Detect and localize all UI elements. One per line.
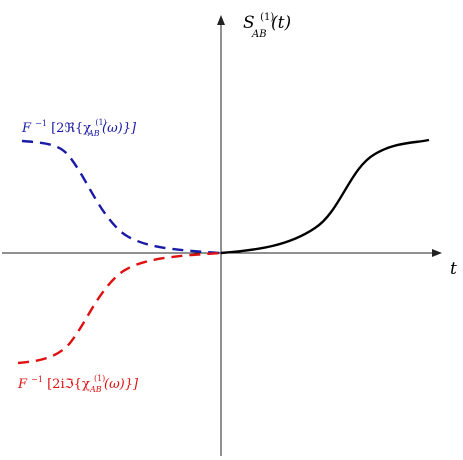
y-axis-label-sup: (1) — [260, 12, 274, 23]
y-axis-label-sub: AB — [251, 29, 267, 40]
y-axis-label-arg: (t) — [271, 13, 291, 33]
y-axis-label: S (1) AB (t) — [243, 5, 291, 42]
response-curve — [220, 138, 430, 255]
imag-part-label: F −1 [2iℑ{χ (1) AB (ω)}] — [17, 370, 139, 396]
real-part-curve — [21, 139, 222, 255]
x-axis-label: t — [450, 259, 457, 279]
y-axis-label-main: S — [243, 13, 255, 33]
imag-part-curve — [17, 251, 222, 365]
real-part-label: F −1 [2ℜ{χ (1) AB (ω)}] — [21, 114, 137, 140]
